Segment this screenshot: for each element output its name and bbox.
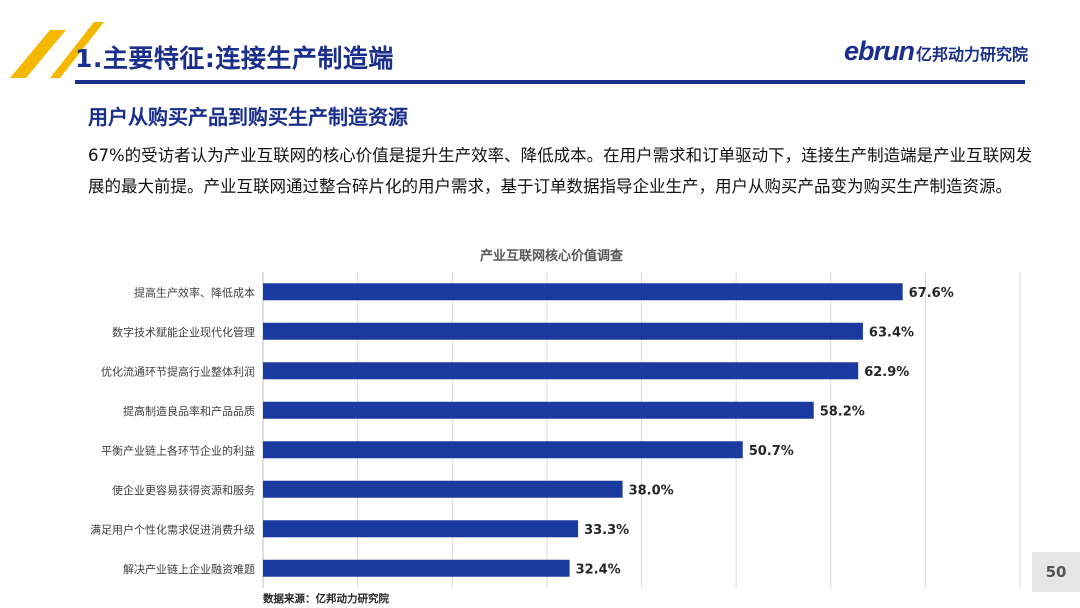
data-label: 63.4% <box>869 325 914 340</box>
bar <box>263 480 623 498</box>
bar <box>263 520 579 538</box>
category-label: 优化流通环节提高行业整体利润 <box>101 364 255 378</box>
bar <box>263 401 814 419</box>
data-label: 50.7% <box>749 444 794 459</box>
category-label: 提高生产效率、降低成本 <box>134 285 255 299</box>
section-subtitle: 用户从购买产品到购买生产制造资源 <box>88 105 408 129</box>
page-number: 50 <box>1032 552 1080 592</box>
logo-text-en: ebrun <box>843 36 915 66</box>
bar <box>263 441 743 459</box>
category-label: 满足用户个性化需求促进消费升级 <box>90 522 255 536</box>
source-note: 数据来源：亿邦动力研究院 <box>262 592 389 605</box>
category-label: 平衡产业链上各环节企业的利益 <box>101 443 255 457</box>
data-label: 58.2% <box>820 404 865 419</box>
bar-chart: 产业互联网核心价值调查提高生产效率、降低成本 67.6% 数字技术赋能企业现代化管理… <box>60 240 1040 608</box>
title-underline <box>75 80 1025 84</box>
bar <box>263 283 903 301</box>
bar <box>263 362 859 380</box>
section-paragraph: 67%的受访者认为产业互联网的核心价值是提升生产效率、降低成本。在用户需求和订单… <box>88 146 1033 196</box>
corner-stripes-decoration <box>10 22 104 78</box>
category-label: 数字技术赋能企业现代化管理 <box>112 325 255 339</box>
brand-logo: ebrun 亿邦动力研究院 <box>844 36 1028 67</box>
page-title: 1.主要特征:连接生产制造端 <box>75 44 394 73</box>
data-label: 38.0% <box>629 483 674 498</box>
category-label: 提高制造良品率和产品品质 <box>123 404 255 418</box>
logo-text-cn: 亿邦动力研究院 <box>915 45 1028 64</box>
chart-title: 产业互联网核心价值调查 <box>480 248 624 264</box>
category-label: 使企业更容易获得资源和服务 <box>112 483 255 497</box>
data-label: 32.4% <box>576 562 621 577</box>
bar <box>263 559 570 577</box>
data-label: 33.3% <box>584 523 629 538</box>
data-label: 67.6% <box>909 286 954 301</box>
data-label: 62.9% <box>864 365 909 380</box>
category-label: 解决产业链上企业融资难题 <box>123 562 255 576</box>
bar <box>263 322 863 340</box>
